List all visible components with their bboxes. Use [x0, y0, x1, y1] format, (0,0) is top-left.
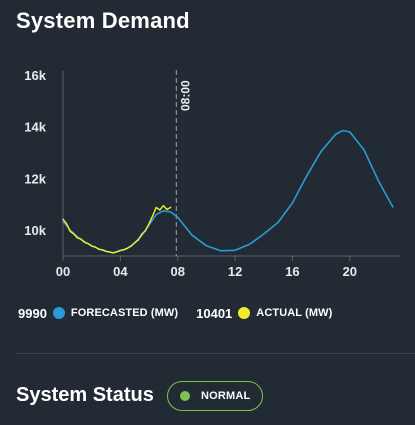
actual-legend-label[interactable]: ACTUAL (MW) — [256, 307, 333, 319]
x-tick-label: 20 — [343, 264, 357, 279]
current-time-label: 08:00 — [178, 80, 192, 111]
section-divider — [16, 353, 415, 354]
forecast-series-line — [62, 129, 394, 254]
forecast-legend-label[interactable]: FORECASTED (MW) — [70, 307, 179, 319]
demand-chart[interactable]: 10k 12k 14k 16k 00 04 08 12 16 20 08:00 — [0, 55, 415, 290]
status-badge-label: NORMAL — [201, 390, 251, 402]
status-title: System Status — [16, 384, 154, 406]
forecast-legend-dot — [52, 307, 65, 319]
status-dot-icon — [180, 391, 190, 401]
actual-legend-dot — [238, 307, 251, 319]
y-tick-label: 14k — [24, 120, 46, 135]
actual-series-line — [62, 204, 172, 254]
y-tick-label: 10k — [24, 223, 46, 238]
forecast-value: 9990 — [18, 305, 47, 321]
x-tick-label: 04 — [113, 264, 128, 279]
actual-value: 10401 — [196, 305, 233, 321]
page-title: System Demand — [16, 8, 190, 33]
status-badge: NORMAL — [167, 381, 263, 411]
x-tick-label: 00 — [56, 264, 70, 279]
x-tick-label: 08 — [170, 264, 184, 279]
x-tick-label: 12 — [228, 264, 242, 279]
x-tick-label: 16 — [285, 264, 299, 279]
chart-legend: 9990 FORECASTED (MW) 10401 ACTUAL (MW) — [18, 303, 350, 323]
y-tick-label: 12k — [24, 171, 46, 186]
y-tick-label: 16k — [24, 68, 46, 83]
